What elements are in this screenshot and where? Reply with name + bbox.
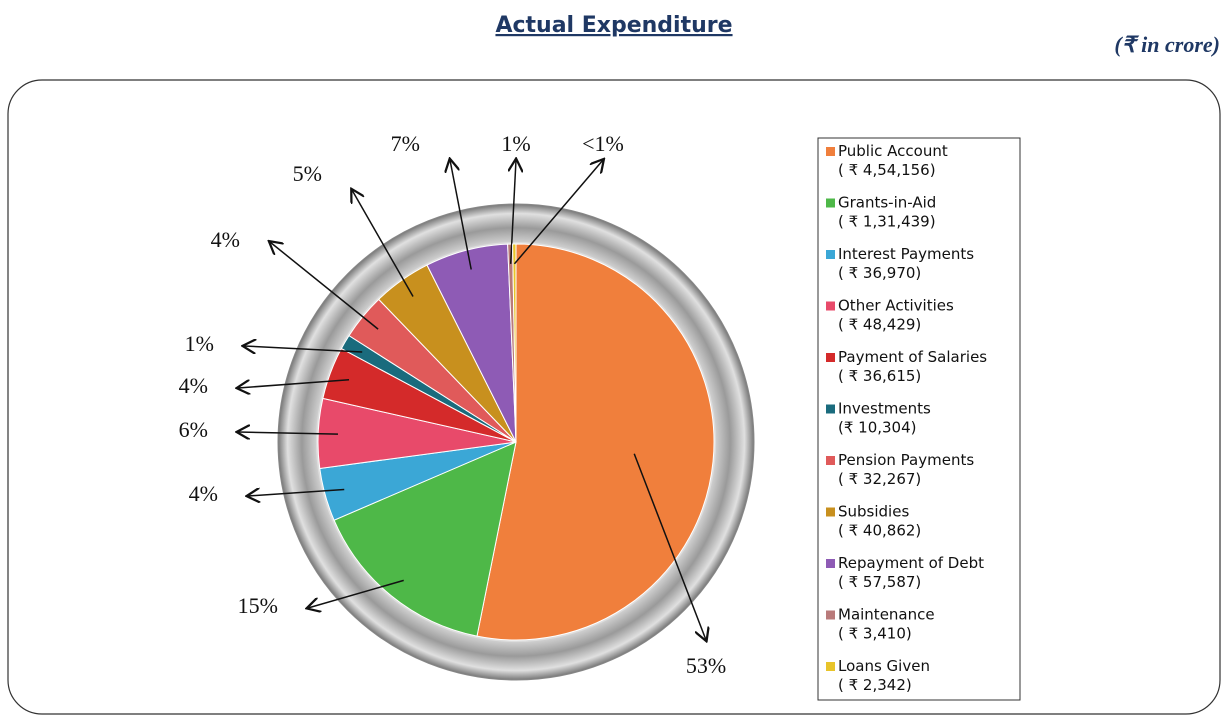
legend-amount: ( ₹ 3,410): [838, 625, 912, 643]
callout-arrow: [352, 190, 414, 297]
callout-arrow: [238, 432, 338, 434]
legend-swatch: [826, 353, 835, 362]
legend-label: Subsidies: [838, 503, 909, 521]
callout-arrow: [244, 346, 363, 352]
legend-amount: ( ₹ 40,862): [838, 522, 921, 540]
callout-arrow: [511, 160, 516, 264]
legend-swatch: [826, 610, 835, 620]
legend-swatch: [826, 250, 835, 259]
legend-swatch: [826, 456, 835, 465]
legend-swatch: [826, 198, 835, 208]
legend-swatch: [826, 301, 835, 311]
legend-swatch: [826, 507, 835, 517]
callout-arrow: [308, 579, 404, 608]
percent-label: 15%: [238, 593, 278, 618]
percent-label: 4%: [211, 227, 240, 252]
legend-amount: ( ₹ 48,429): [838, 316, 921, 334]
pie-slice: [333, 441, 517, 637]
legend-label: Investments: [838, 400, 931, 418]
legend-amount: (₹ 10,304): [838, 419, 917, 437]
legend-label: Pension Payments: [838, 451, 974, 469]
percent-label: 7%: [391, 131, 420, 156]
percent-label: 5%: [293, 161, 322, 186]
legend-label: Other Activities: [838, 297, 954, 315]
legend-box: [817, 137, 1021, 701]
chart-title: Actual Expenditure: [495, 13, 732, 38]
callout-arrow: [450, 160, 472, 270]
percent-label: 4%: [189, 481, 218, 506]
legend-label: Public Account: [838, 142, 948, 160]
legend-label: Interest Payments: [838, 245, 974, 263]
callout-arrow: [633, 453, 706, 640]
percent-label: 1%: [185, 331, 214, 356]
pie-slice: [512, 243, 517, 443]
legend-swatch: [826, 404, 835, 414]
callout-arrow: [248, 490, 345, 496]
legend-swatch: [826, 147, 835, 156]
callout-arrow: [270, 242, 379, 330]
legend-amount: ( ₹ 57,587): [838, 573, 921, 591]
callout-arrow: [513, 160, 603, 265]
legend-label: Payment of Salaries: [838, 348, 987, 366]
legend-label: Repayment of Debt: [838, 554, 984, 572]
legend-label: Grants-in-Aid: [838, 194, 936, 212]
legend-label: Maintenance: [838, 606, 935, 624]
legend-amount: ( ₹ 36,615): [838, 367, 921, 385]
percent-label: 53%: [686, 653, 726, 678]
legend-label: Loans Given: [838, 657, 930, 675]
legend-amount: ( ₹ 2,342): [838, 676, 912, 694]
legend-swatch: [826, 662, 835, 671]
percent-label: 6%: [179, 417, 208, 442]
legend-swatch: [826, 559, 835, 568]
legend-amount: ( ₹ 1,31,439): [838, 213, 936, 231]
unit-note: (₹ in crore): [1114, 32, 1220, 57]
percent-label: <1%: [582, 131, 624, 156]
legend-amount: ( ₹ 4,54,156): [838, 161, 936, 179]
pie-slice: [476, 243, 715, 641]
percent-label: 4%: [179, 373, 208, 398]
legend-amount: ( ₹ 36,970): [838, 264, 921, 282]
frame: [7, 79, 1221, 715]
legend-amount: ( ₹ 32,267): [838, 470, 921, 488]
callout-arrow: [238, 379, 350, 388]
percent-label: 1%: [501, 131, 530, 156]
